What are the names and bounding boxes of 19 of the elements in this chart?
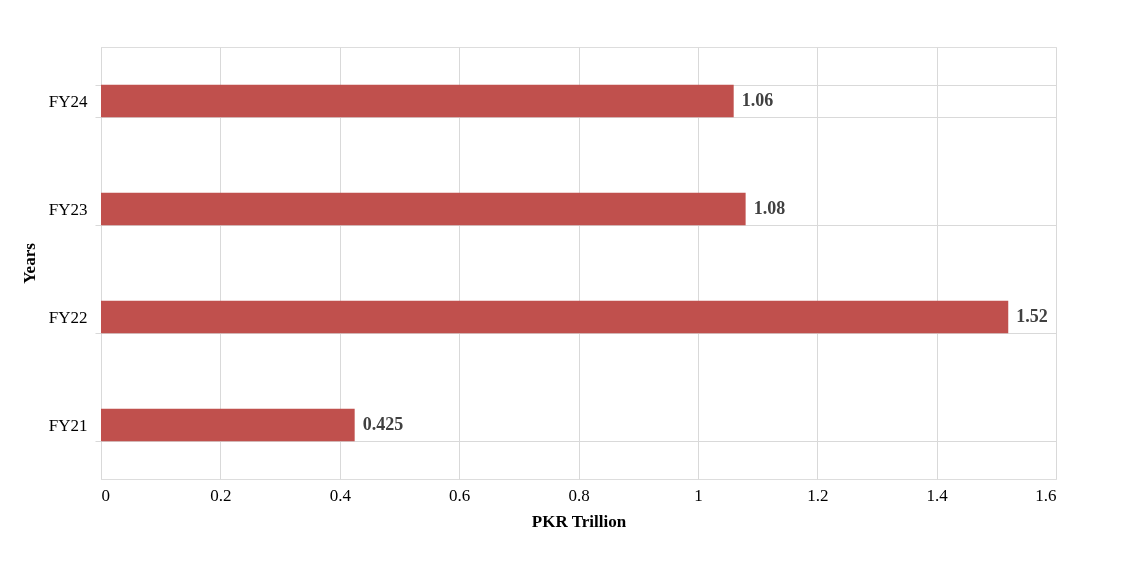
data-label: 0.425 [362, 414, 404, 434]
y-axis-title: Years [19, 242, 39, 284]
y-tick-label: FY21 [48, 415, 88, 435]
x-tick-label: 1.4 [926, 485, 949, 505]
y-tick-label: FY23 [48, 199, 88, 219]
x-tick-label: 0 [101, 485, 110, 505]
data-label: 1.08 [753, 198, 786, 218]
x-axis-title: PKR Trillion [531, 511, 627, 531]
x-tick-label: 1.6 [1035, 485, 1057, 505]
y-tick-label: FY24 [48, 91, 88, 111]
data-label: 1.52 [1016, 306, 1048, 326]
x-tick-label: 0.8 [568, 485, 590, 505]
x-tick-label: 1.2 [807, 485, 829, 505]
x-tick-label: 0.2 [210, 485, 232, 505]
x-tick-label: 0.4 [329, 485, 352, 505]
y-tick-label: FY22 [48, 307, 88, 327]
x-tick-label: 0.6 [449, 485, 471, 505]
data-label: 1.06 [741, 90, 774, 110]
x-tick-label: 1 [694, 485, 703, 505]
